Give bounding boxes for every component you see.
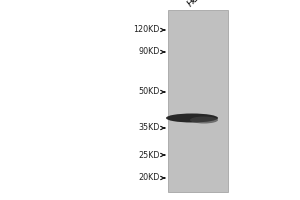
Text: Heart: Heart xyxy=(186,0,210,8)
Text: 90KD: 90KD xyxy=(139,47,160,56)
Text: 120KD: 120KD xyxy=(134,25,160,34)
Text: 35KD: 35KD xyxy=(139,123,160,132)
Ellipse shape xyxy=(190,116,218,123)
Ellipse shape xyxy=(166,114,218,122)
Text: 20KD: 20KD xyxy=(139,173,160,182)
Text: 25KD: 25KD xyxy=(139,150,160,160)
Bar xyxy=(168,10,228,192)
Text: 50KD: 50KD xyxy=(139,88,160,97)
